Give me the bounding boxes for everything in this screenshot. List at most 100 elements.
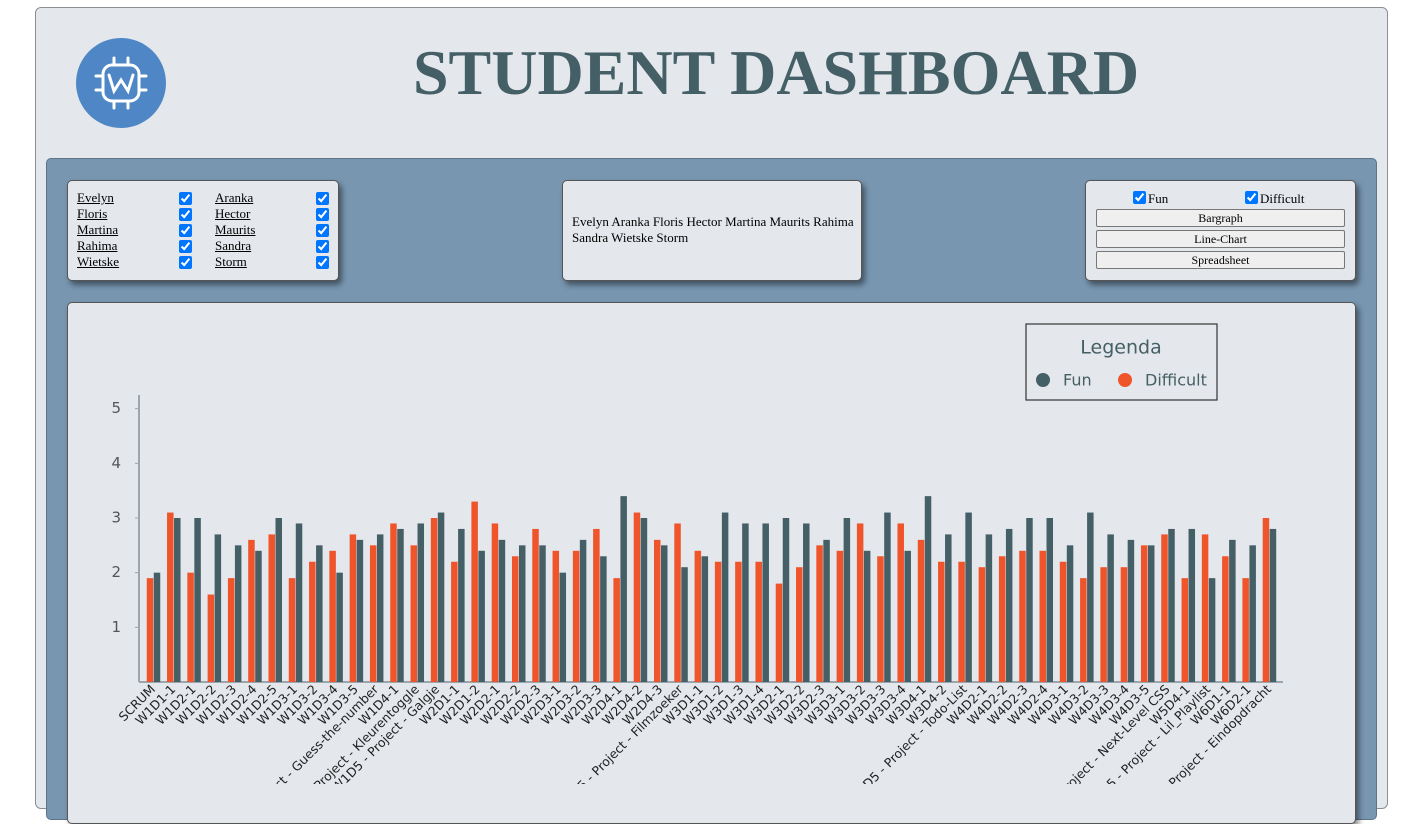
bar [207, 594, 215, 682]
bar [613, 578, 620, 682]
student-checkbox[interactable] [316, 208, 329, 221]
bar [633, 512, 641, 682]
bar [1147, 545, 1155, 682]
bar [654, 539, 661, 682]
view-button[interactable]: Spreadsheet [1096, 251, 1345, 269]
bar [965, 512, 972, 682]
controls: Fun Difficult Bargraph Line-Chart Spreadshee… [1085, 180, 1356, 281]
bar [579, 539, 587, 682]
student-checkbox[interactable] [179, 224, 192, 237]
bar [1046, 518, 1054, 682]
y-tick-label: 4 [111, 454, 121, 472]
bar [1059, 561, 1067, 682]
bar [775, 583, 783, 682]
student-name[interactable]: Hector [215, 206, 251, 221]
student-checkbox[interactable] [179, 256, 192, 269]
student-name[interactable]: Rahima [77, 238, 118, 253]
bar [843, 518, 851, 682]
student-checkbox[interactable] [316, 224, 329, 237]
bar [559, 572, 567, 682]
bar [856, 523, 864, 682]
bar [1066, 545, 1074, 682]
bar [1080, 578, 1087, 682]
bar [681, 567, 688, 682]
bar [369, 545, 377, 682]
student-name[interactable]: Floris [77, 206, 108, 221]
bar [1269, 528, 1277, 682]
bar [917, 539, 925, 682]
student-name[interactable]: Wietske [77, 254, 120, 269]
bar [288, 578, 296, 682]
bar [1026, 518, 1033, 682]
bar [437, 512, 445, 682]
bar [1181, 578, 1189, 682]
filter-label: Difficult [1260, 191, 1305, 206]
student-name[interactable]: Storm [215, 254, 247, 269]
bar [255, 550, 262, 682]
logo [76, 38, 166, 128]
bar [1087, 512, 1094, 682]
bar [451, 561, 458, 682]
bar [640, 518, 648, 682]
bar [410, 545, 418, 682]
bar [458, 528, 465, 682]
bar [735, 561, 742, 682]
student-checkbox[interactable] [179, 192, 192, 205]
bar [674, 523, 681, 682]
student-checkbox[interactable] [179, 208, 192, 221]
bar [796, 567, 803, 682]
bar [1242, 578, 1249, 682]
chart: 12345SCRUMW1D1-1W1D2-1W1D2-2W1D2-3W1D2-4… [111, 323, 1283, 784]
student-name[interactable]: Evelyn [77, 190, 114, 205]
student-checkbox[interactable] [316, 192, 329, 205]
bar [295, 523, 303, 682]
bar [174, 518, 181, 682]
bar [803, 523, 810, 682]
bar [945, 534, 952, 682]
legend-box [1025, 323, 1218, 401]
bar [985, 534, 993, 682]
bar [1127, 539, 1135, 682]
view-button[interactable]: Bargraph [1096, 209, 1345, 227]
bar [356, 539, 364, 682]
bar [1005, 528, 1013, 682]
student-name[interactable]: Sandra [215, 238, 252, 253]
y-tick-label: 5 [111, 399, 121, 417]
bar [884, 512, 891, 682]
bar [897, 523, 904, 682]
bar [1229, 539, 1236, 682]
bar [694, 550, 702, 682]
bar [863, 550, 871, 682]
bar [1262, 518, 1270, 682]
bar [714, 561, 722, 682]
bar [478, 550, 485, 682]
student-name[interactable]: Maurits [215, 222, 256, 237]
student-checkbox[interactable] [316, 256, 329, 269]
bar [376, 534, 384, 682]
bar [417, 523, 425, 682]
student-name[interactable]: Aranka [215, 190, 254, 205]
student-name[interactable]: Martina [77, 222, 119, 237]
bar [491, 523, 499, 682]
view-button[interactable]: Line-Chart [1096, 230, 1345, 248]
bar [268, 534, 275, 682]
bar [187, 572, 194, 682]
filter-checkbox[interactable] [1245, 191, 1258, 204]
bar [1249, 545, 1256, 682]
bar [978, 567, 986, 682]
bar [532, 528, 539, 682]
bar [430, 518, 438, 682]
bar [234, 545, 242, 682]
bar [1039, 550, 1047, 682]
bar [762, 523, 769, 682]
filter-checkbox[interactable] [1133, 191, 1146, 204]
bar [1161, 534, 1168, 682]
student-checkbox[interactable] [179, 240, 192, 253]
bar [511, 556, 519, 682]
student-checkbox[interactable] [316, 240, 329, 253]
bar [1019, 550, 1026, 682]
bar [390, 523, 397, 682]
bar [1140, 545, 1148, 682]
bar [572, 550, 580, 682]
bar [1100, 567, 1107, 682]
